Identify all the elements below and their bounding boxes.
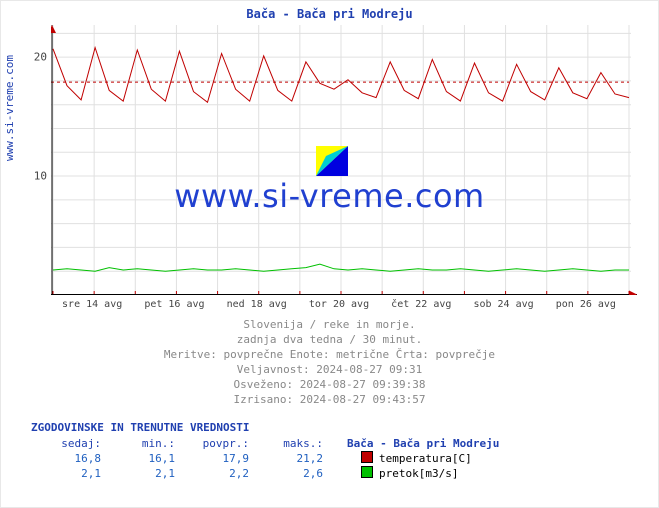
y-tick-label: 10	[29, 170, 47, 183]
meta-line-location: Slovenija / reke in morje.	[1, 317, 658, 332]
series-label: temperatura[C]	[379, 451, 472, 466]
meta-line-settings: Meritve: povprečne Enote: metrične Črta:…	[1, 347, 658, 362]
meta-line-period: zadnja dva tedna / 30 minut.	[1, 332, 658, 347]
meta-line-drawn: Izrisano: 2024-08-27 09:43:57	[1, 392, 658, 407]
stats-header-row: sedaj: min.: povpr.: maks.: Bača - Bača …	[31, 436, 499, 451]
meta-line-refreshed: Osveženo: 2024-08-27 09:39:38	[1, 377, 658, 392]
watermark-logo	[316, 146, 348, 176]
x-tick-label: sob 24 avg	[473, 299, 533, 310]
stats-col-now: sedaj:	[31, 436, 105, 451]
stats-value: 16,8	[31, 451, 105, 466]
x-tick-label: tor 20 avg	[309, 299, 369, 310]
x-tick-label: ned 18 avg	[227, 299, 287, 310]
stats-value: 17,9	[179, 451, 253, 466]
series-swatch	[361, 451, 373, 463]
x-tick-label: sre 14 avg	[62, 299, 122, 310]
series-swatch	[361, 466, 373, 478]
meta-line-validity: Veljavnost: 2024-08-27 09:31	[1, 362, 658, 377]
stats-col-min: min.:	[105, 436, 179, 451]
stats-value: 2,2	[179, 466, 253, 481]
stats-station: Bača - Bača pri Modreju	[347, 436, 499, 451]
x-tick-label: čet 22 avg	[391, 299, 451, 310]
stats-col-avg: povpr.:	[179, 436, 253, 451]
x-tick-label: pet 16 avg	[144, 299, 204, 310]
stats-value: 16,1	[105, 451, 179, 466]
stats-value: 2,1	[31, 466, 105, 481]
stats-value: 2,1	[105, 466, 179, 481]
stats-value: 21,2	[253, 451, 327, 466]
chart-title: Bača - Bača pri Modreju	[1, 7, 658, 21]
x-tick-label: pon 26 avg	[556, 299, 616, 310]
stats-col-max: maks.:	[253, 436, 327, 451]
series-label: pretok[m3/s]	[379, 466, 458, 481]
stats-row: 2,12,12,22,6pretok[m3/s]	[31, 466, 499, 481]
y-tick-label: 20	[29, 51, 47, 64]
watermark-text: www.si-vreme.com	[1, 177, 658, 215]
stats-row: 16,816,117,921,2 temperatura[C]	[31, 451, 499, 466]
y-axis-site-label: www.si-vreme.com	[3, 55, 16, 161]
stats-block: ZGODOVINSKE IN TRENUTNE VREDNOSTI sedaj:…	[31, 421, 499, 481]
stats-value: 2,6	[253, 466, 327, 481]
chart-metadata: Slovenija / reke in morje. zadnja dva te…	[1, 317, 658, 407]
stats-title: ZGODOVINSKE IN TRENUTNE VREDNOSTI	[31, 421, 499, 434]
